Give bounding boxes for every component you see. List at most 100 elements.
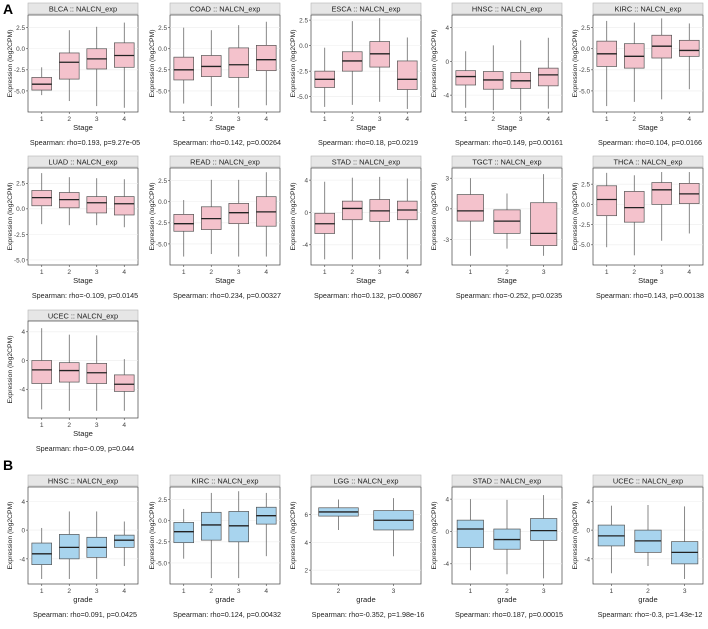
y-tick-label: 4 (304, 178, 308, 185)
y-tick-label: -5.0 (297, 94, 308, 101)
y-tick-label: 3 (445, 176, 449, 183)
y-tick-label: 4 (21, 329, 25, 336)
x-axis-label: grade (356, 595, 375, 604)
spearman-stat: Spearman: rho=0.18, p=0.0219 (318, 138, 418, 147)
x-tick-label: 2 (505, 588, 509, 595)
y-tick-label: 0.0 (581, 46, 590, 53)
x-axis-label: grade (73, 595, 92, 604)
y-tick-label: 2.5 (158, 178, 167, 185)
panel-title: THCA :: NALCN_exp (613, 158, 682, 167)
y-tick-label: 0.0 (16, 206, 25, 213)
x-axis-label: grade (638, 595, 657, 604)
y-axis-label: Expression (log2CPM) (7, 30, 14, 98)
x-tick-label: 3 (95, 422, 99, 429)
panel-strip (27, 2, 139, 15)
boxplot-panel: LUAD :: NALCN_exp-5.0 -2.5 0.0 2.51 2 3 4Stage… (7, 155, 139, 300)
plot-area (27, 167, 139, 266)
x-tick-label: 2 (505, 269, 509, 276)
panel-strip (592, 2, 704, 15)
y-tick-label: -2.5 (297, 69, 308, 76)
x-tick-label: 1 (605, 116, 609, 123)
y-tick-label: 0 (586, 528, 590, 535)
x-tick-label: 3 (660, 116, 664, 123)
y-axis-label: Expression (log2CPM) (149, 30, 156, 98)
box (173, 214, 195, 232)
y-tick-label: -4 (19, 556, 25, 563)
box (58, 52, 80, 80)
y-tick-label: -4 (19, 387, 25, 394)
box (173, 522, 195, 544)
x-tick-label: 1 (40, 116, 44, 123)
spearman-stat: Spearman: rho=0.132, p=0.00867 (314, 291, 422, 300)
y-tick-label: -3 (443, 237, 449, 244)
boxplot-panel: KIRC :: NALCN_exp-5.0 -2.5 0.0 2.51 2 3 4grade… (149, 474, 281, 619)
spearman-stat: Spearman: rho=-0.252, p=0.0235 (456, 291, 562, 300)
x-tick-label: 1 (323, 269, 327, 276)
x-tick-label: 4 (264, 588, 268, 595)
x-tick-label: 2 (209, 588, 213, 595)
spearman-stat: Spearman: rho=0.143, p=0.00138 (596, 291, 704, 300)
x-tick-label: 4 (687, 269, 691, 276)
boxplot-panel: COAD :: NALCN_exp-5.0 -2.5 0.0 2.51 2 3 4Stage… (149, 2, 281, 147)
y-tick-label: 4 (445, 497, 449, 504)
boxplot-panel: BLCA :: NALCN_exp-5.0 -2.5 0.0 2.51 2 3 4Stage… (7, 2, 140, 147)
x-tick-label: 3 (392, 588, 396, 595)
panel-title: LUAD :: NALCN_exp (48, 158, 117, 167)
x-tick-label: 3 (95, 588, 99, 595)
box (228, 511, 250, 543)
box (397, 60, 418, 90)
x-axis-label: Stage (356, 276, 376, 285)
panel-strip (169, 155, 281, 168)
x-axis-label: Stage (73, 429, 93, 438)
y-tick-label: -4 (443, 93, 449, 100)
x-tick-label: 2 (350, 269, 354, 276)
spearman-stat: Spearman: rho=0.193, p=9.27e-05 (30, 138, 140, 147)
y-tick-label: 0 (445, 529, 449, 536)
spearman-stat: Spearman: rho=0.091, p=0.0425 (33, 610, 137, 619)
x-tick-label: 2 (632, 269, 636, 276)
x-tick-label: 4 (264, 116, 268, 123)
y-tick-label: -5.0 (156, 241, 167, 248)
panel-strip (310, 2, 422, 15)
x-axis-label: grade (215, 595, 234, 604)
x-tick-label: 1 (323, 116, 327, 123)
spearman-stat: Spearman: rho=-0.09, p=0.044 (36, 444, 134, 453)
panel-label-a: A (3, 1, 13, 17)
panel-strip (451, 2, 563, 15)
y-tick-label: 2.5 (16, 181, 25, 188)
y-tick-label: -2.5 (579, 222, 590, 229)
panel-title: HNSC :: NALCN_exp (48, 477, 118, 486)
panel-strip (592, 155, 704, 168)
panel-title: COAD :: NALCN_exp (190, 5, 261, 14)
y-tick-label: -4 (443, 561, 449, 568)
panel-label-b: B (3, 457, 13, 473)
x-tick-label: 4 (122, 422, 126, 429)
y-tick-label: 0.0 (16, 46, 25, 53)
charts-group: BLCA :: NALCN_exp-5.0-2.50.02.51 2 3 4Stage… (7, 2, 704, 619)
x-tick-label: 2 (337, 588, 341, 595)
panel-strip (169, 474, 281, 487)
panel-title: STAD :: NALCN_exp (473, 477, 541, 486)
y-tick-label: -2.5 (579, 67, 590, 74)
y-tick-label: 0 (304, 210, 308, 217)
x-axis-label: Stage (497, 123, 517, 132)
spearman-stat: Spearman: rho=-0.3, p=1.43e-12 (598, 610, 703, 619)
y-tick-label: -5.0 (579, 88, 590, 95)
x-tick-label: 2 (646, 588, 650, 595)
x-tick-label: 4 (122, 588, 126, 595)
x-tick-label: 3 (237, 116, 241, 123)
x-tick-label: 4 (687, 116, 691, 123)
plot-area (451, 14, 563, 113)
x-tick-label: 2 (67, 269, 71, 276)
x-tick-label: 3 (237, 588, 241, 595)
plot-area (310, 486, 422, 585)
x-tick-label: 1 (182, 116, 186, 123)
panel-title: READ :: NALCN_exp (190, 158, 260, 167)
x-axis-label: Stage (215, 123, 235, 132)
x-tick-label: 2 (67, 422, 71, 429)
plot-area (592, 167, 704, 266)
